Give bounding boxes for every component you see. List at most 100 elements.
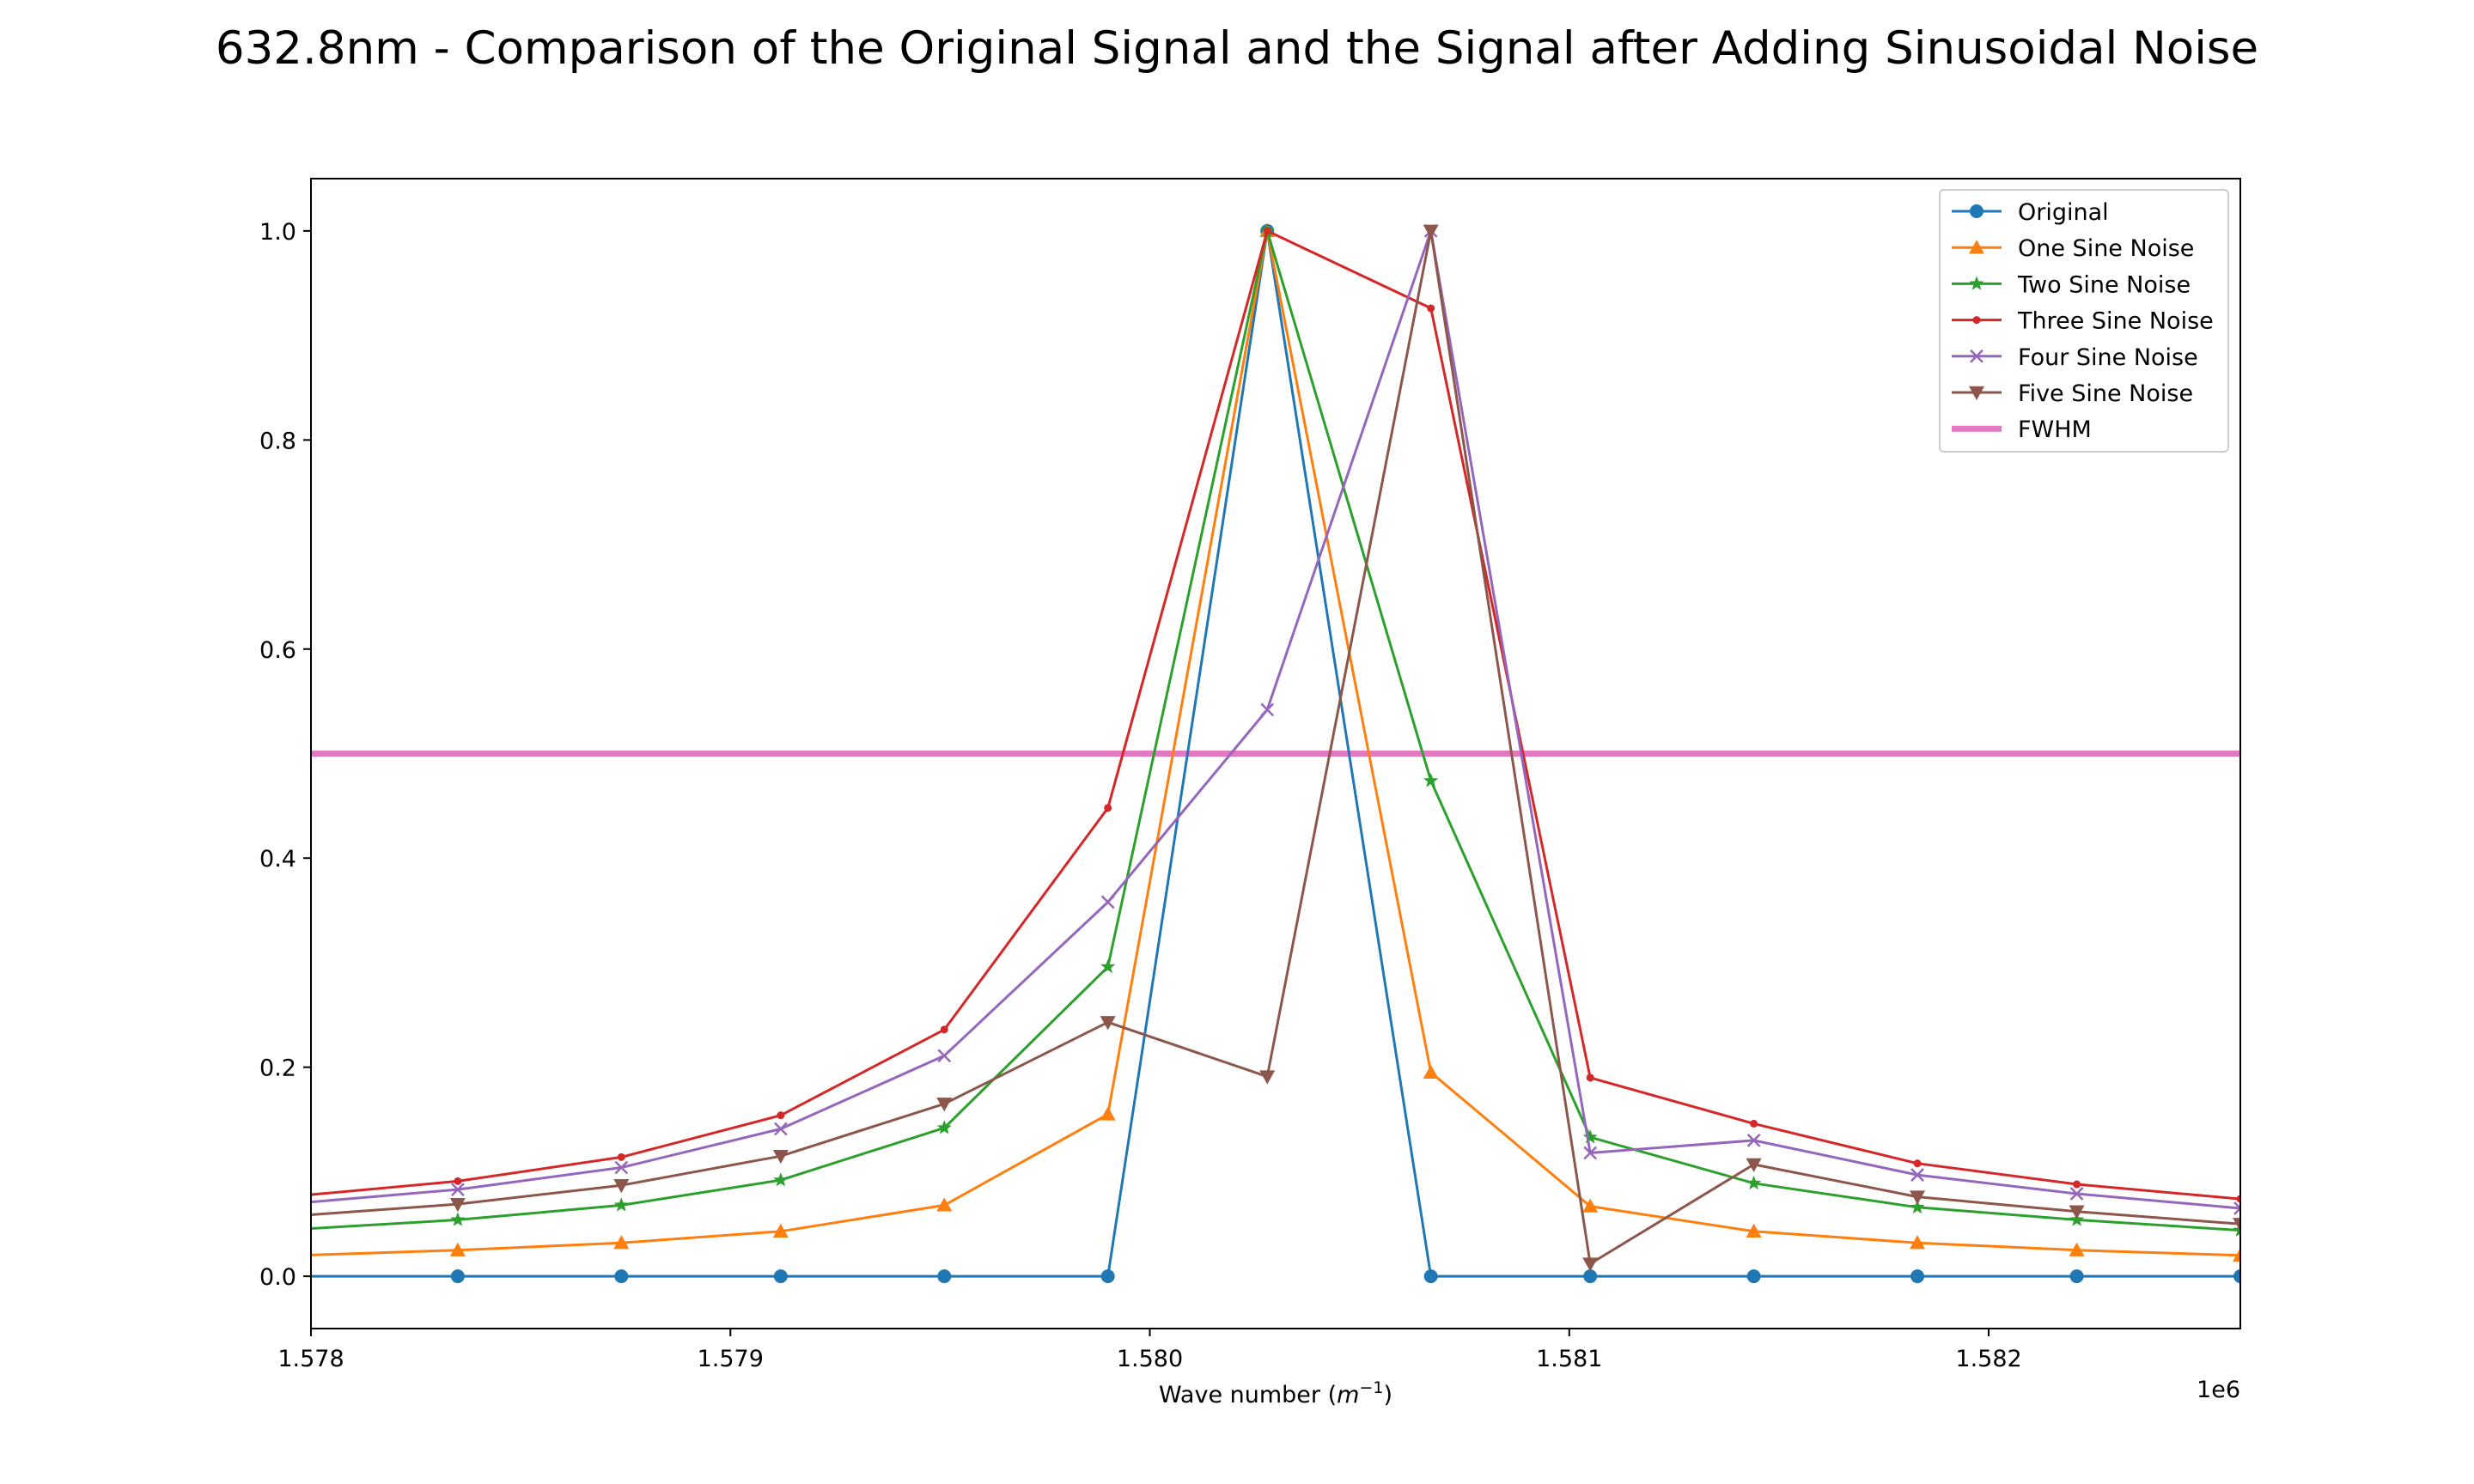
data-point-two-sine-noise [1746, 1175, 1762, 1190]
data-point-one-sine-noise [1423, 1064, 1439, 1079]
data-point-one-sine-noise [613, 1235, 630, 1250]
data-point-original [773, 1269, 788, 1284]
series-five-sine-noise [311, 224, 2240, 1272]
data-point-two-sine-noise [1423, 773, 1439, 788]
data-point-four-sine-noise [937, 1049, 952, 1063]
data-point-three-sine-noise [2073, 1180, 2081, 1189]
legend-entry-four-sine-noise: Four Sine Noise [1952, 344, 2198, 371]
data-point-one-sine-noise [1100, 1106, 1116, 1121]
chart-title: 632.8nm - Comparison of the Original Sig… [216, 22, 2258, 75]
data-point-three-sine-noise [1263, 227, 1271, 235]
data-point-original [1100, 1269, 1115, 1284]
data-point-five-sine-noise [1100, 1016, 1116, 1031]
legend-entry-one-sine-noise: One Sine Noise [1952, 235, 2194, 262]
data-point-two-sine-noise [613, 1197, 629, 1212]
x-axis-label: Wave number (m−1) [1159, 1378, 1392, 1408]
data-point-three-sine-noise [1750, 1119, 1758, 1128]
legend-label: Original [2018, 199, 2109, 226]
legend-label: FWHM [2018, 417, 2092, 443]
data-point-four-sine-noise [2233, 1201, 2240, 1215]
x-tick-label: 1.580 [1117, 1346, 1183, 1372]
legend-entry-five-sine-noise: Five Sine Noise [1952, 380, 2193, 407]
data-point-original [1423, 1269, 1438, 1284]
x-tick-label: 1.579 [698, 1346, 764, 1372]
plot-area [311, 222, 2240, 1284]
data-point-three-sine-noise [1586, 1073, 1594, 1082]
data-point-four-sine-noise [1260, 702, 1275, 717]
data-point-one-sine-noise [2233, 1247, 2240, 1262]
y-tick-label: 0.8 [259, 428, 296, 454]
data-point-five-sine-noise [1910, 1190, 1926, 1205]
legend-entry-fwhm: FWHM [1952, 417, 2092, 443]
data-point-two-sine-noise [2233, 1222, 2240, 1237]
data-point-one-sine-noise [936, 1197, 953, 1212]
data-point-five-sine-noise [449, 1197, 466, 1213]
data-point-original [2069, 1269, 2084, 1284]
legend-label: Five Sine Noise [2018, 380, 2193, 407]
y-tick-label: 0.4 [259, 846, 296, 873]
y-tick-label: 0.2 [259, 1055, 296, 1082]
axes-frame [310, 178, 2241, 1329]
legend-label: Two Sine Noise [2017, 271, 2191, 298]
data-point-five-sine-noise [2233, 1218, 2240, 1232]
data-point-three-sine-noise [777, 1111, 785, 1120]
x-tick-label: 1.581 [1536, 1346, 1602, 1372]
data-point-five-sine-noise [1582, 1257, 1599, 1272]
data-point-two-sine-noise [1100, 958, 1116, 974]
data-point-one-sine-noise [772, 1223, 789, 1238]
y-tick-label: 0.6 [259, 637, 296, 664]
legend-marker [1969, 240, 1984, 254]
legend-marker [1969, 386, 1984, 400]
data-point-two-sine-noise [1582, 1129, 1598, 1144]
legend-entry-three-sine-noise: Three Sine Noise [1952, 308, 2214, 335]
series-three-sine-noise [311, 227, 2240, 1203]
legend-marker [1969, 276, 1984, 290]
y-tick-label: 0.0 [259, 1264, 296, 1291]
data-point-three-sine-noise [1104, 804, 1112, 812]
x-axis-label-text: Wave number [1159, 1382, 1321, 1408]
legend-marker [1970, 204, 1983, 218]
x-tick-label: 1.578 [277, 1346, 344, 1372]
data-point-five-sine-noise [1259, 1070, 1276, 1085]
data-point-four-sine-noise [1583, 1146, 1598, 1160]
legend-label: Three Sine Noise [2017, 308, 2214, 335]
data-point-original [614, 1269, 629, 1284]
data-point-one-sine-noise [1746, 1223, 1762, 1238]
legend-entry-original: Original [1952, 199, 2109, 226]
data-point-original [2233, 1269, 2240, 1284]
x-axis-ticks: 1.578 1.579 1.580 1.581 1.582 [277, 1329, 2022, 1372]
data-point-one-sine-noise [1582, 1198, 1599, 1213]
x-axis-unit-exponent: −1 [1359, 1378, 1383, 1397]
series-four-sine-noise [311, 223, 2240, 1215]
data-point-three-sine-noise [454, 1177, 462, 1185]
data-point-two-sine-noise [450, 1212, 466, 1226]
data-point-four-sine-noise [451, 1183, 465, 1196]
data-point-two-sine-noise [1910, 1199, 1925, 1214]
data-point-four-sine-noise [614, 1160, 629, 1175]
x-axis-unit-base: m [1337, 1382, 1359, 1408]
data-point-five-sine-noise [1423, 224, 1439, 239]
legend: Original One Sine Noise Two Sine Noise Thre… [1939, 189, 2229, 453]
data-point-four-sine-noise [1100, 895, 1115, 909]
data-point-original [1910, 1269, 1925, 1284]
legend-entry-two-sine-noise: Two Sine Noise [1952, 271, 2191, 298]
legend-marker [1970, 349, 1983, 363]
data-point-one-sine-noise [449, 1242, 466, 1256]
legend-marker [1972, 316, 1981, 325]
data-point-original [1583, 1269, 1598, 1284]
y-tick-label: 1.0 [259, 219, 296, 246]
legend-label: Four Sine Noise [2018, 344, 2198, 371]
data-point-four-sine-noise [2069, 1187, 2084, 1201]
data-point-four-sine-noise [1746, 1134, 1761, 1147]
data-point-three-sine-noise [617, 1153, 625, 1161]
data-point-two-sine-noise [773, 1172, 789, 1187]
data-point-three-sine-noise [1913, 1159, 1922, 1168]
data-point-three-sine-noise [1427, 304, 1435, 313]
data-point-one-sine-noise [1910, 1235, 1926, 1250]
data-point-five-sine-noise [2069, 1205, 2085, 1219]
data-point-original [1746, 1269, 1761, 1284]
y-axis-ticks: 0.0 0.2 0.4 0.6 0.8 1.0 [259, 219, 311, 1291]
x-tick-label: 1.582 [1955, 1346, 2021, 1372]
data-point-five-sine-noise [936, 1098, 953, 1112]
